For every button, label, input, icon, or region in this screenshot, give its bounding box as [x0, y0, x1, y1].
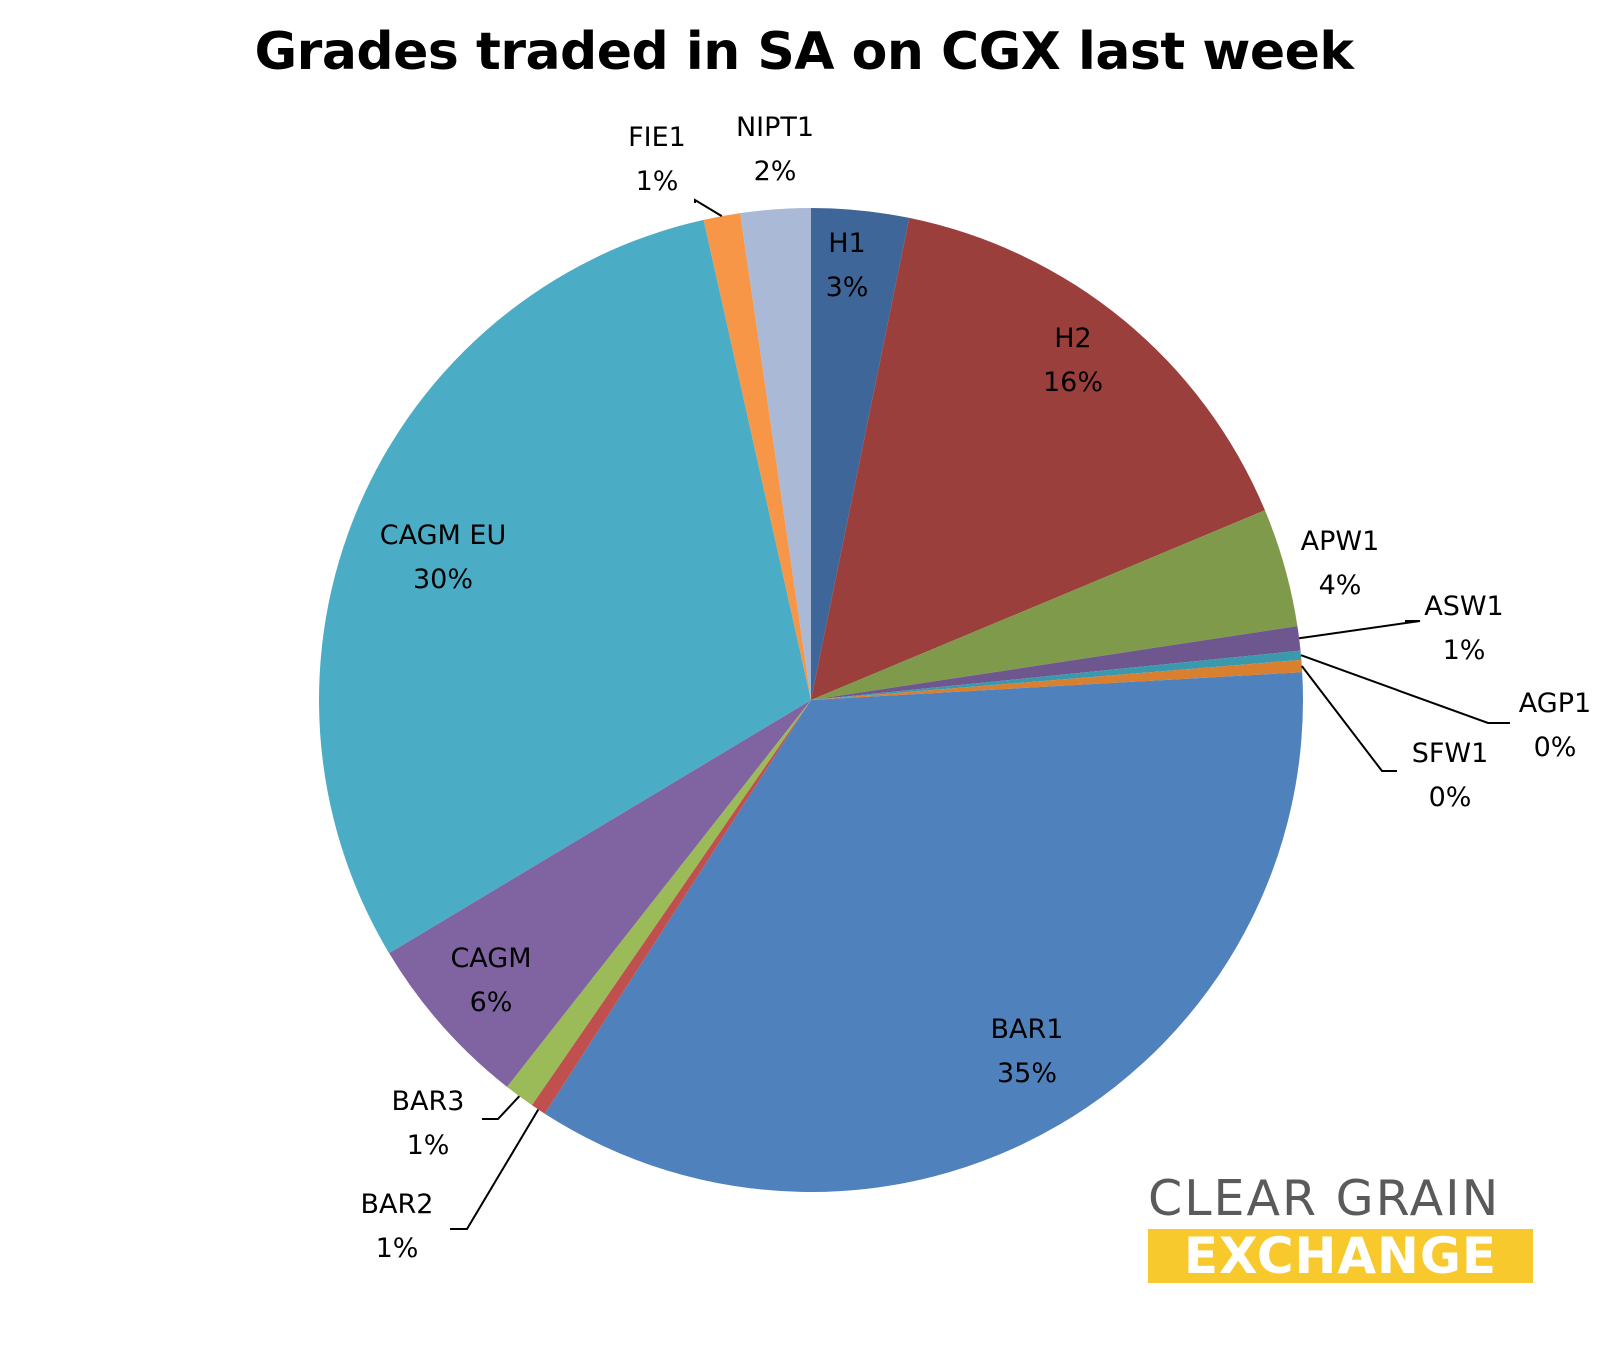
leader-line-fie1 [694, 198, 723, 217]
slice-label-h2: H2 16% [1043, 323, 1103, 398]
pie-slice-nipt1 [740, 208, 811, 700]
slice-label-name: AGP1 [1519, 688, 1591, 719]
logo-line-2: EXCHANGE [1148, 1229, 1533, 1283]
chart-title: Grades traded in SA on CGX last week [254, 22, 1354, 82]
slice-label-cagm-eu: CAGM EU 30% [380, 520, 506, 595]
pie-slice-cagm-eu [319, 219, 811, 954]
slice-label-name: APW1 [1301, 526, 1380, 557]
pie-slice-apw1 [811, 510, 1298, 700]
slice-label-name: CAGM [450, 943, 531, 974]
slice-label-percent: 0% [1534, 732, 1577, 763]
pie-slice-bar2 [531, 700, 811, 1114]
pie-slice-bar1 [544, 672, 1303, 1192]
slice-label-name: H1 [828, 228, 865, 259]
slice-label-name: BAR2 [361, 1189, 434, 1220]
slice-label-bar3: BAR3 1% [392, 1086, 465, 1161]
pie-slice-sfw1 [811, 659, 1303, 700]
slice-label-asw1: ASW1 1% [1424, 591, 1503, 666]
slice-label-cagm: CAGM 6% [450, 943, 531, 1018]
slice-label-name: BAR1 [991, 1014, 1064, 1045]
logo-line-1: CLEAR GRAIN [1148, 1170, 1501, 1227]
leader-lines [450, 198, 1510, 1230]
slice-label-percent: 16% [1043, 367, 1103, 398]
slice-label-percent: 1% [407, 1130, 450, 1161]
slice-label-name: CAGM EU [380, 520, 506, 551]
slice-label-agp1: AGP1 0% [1519, 688, 1591, 763]
slice-label-bar2: BAR2 1% [361, 1189, 434, 1264]
pie-slice-fie1 [703, 213, 811, 700]
slice-label-percent: 30% [413, 564, 473, 595]
slice-label-name: FIE1 [628, 122, 686, 153]
slice-label-apw1: APW1 4% [1301, 526, 1380, 601]
slice-label-name: NIPT1 [736, 112, 814, 143]
slice-labels: H1 3%H2 16%APW1 4%ASW1 1%AGP1 0%SFW1 0%BAR1 35%… [361, 112, 1592, 1264]
pie-slice-bar3 [507, 700, 811, 1106]
pie-slice-cagm [389, 700, 811, 1087]
pie-slice-h1 [811, 208, 910, 700]
slice-label-name: SFW1 [1412, 738, 1489, 769]
leader-line-bar3 [482, 1095, 521, 1120]
leader-line-agp1 [1300, 654, 1510, 724]
slice-label-percent: 35% [997, 1058, 1057, 1089]
leader-line-bar2 [450, 1108, 540, 1230]
leader-line-asw1 [1298, 620, 1421, 640]
slice-label-percent: 4% [1319, 570, 1362, 601]
clear-grain-exchange-logo: CLEAR GRAIN EXCHANGE [1148, 1173, 1533, 1283]
leader-line-sfw1 [1301, 665, 1397, 772]
slice-label-name: ASW1 [1424, 591, 1503, 622]
slice-label-fie1: FIE1 1% [628, 122, 686, 197]
slice-label-name: H2 [1054, 323, 1091, 354]
pie-slices [319, 208, 1303, 1192]
pie-slice-h2 [811, 217, 1265, 700]
slice-label-percent: 1% [1443, 635, 1486, 666]
slice-label-percent: 0% [1429, 782, 1472, 813]
slice-label-percent: 3% [826, 272, 869, 303]
slice-label-percent: 1% [376, 1233, 419, 1264]
slice-label-bar1: BAR1 35% [991, 1014, 1064, 1089]
slice-label-percent: 1% [636, 166, 679, 197]
pie-slice-agp1 [811, 650, 1302, 700]
slice-label-name: BAR3 [392, 1086, 465, 1117]
slice-label-percent: 6% [470, 987, 513, 1018]
slice-label-percent: 2% [754, 156, 797, 187]
slice-label-sfw1: SFW1 0% [1412, 738, 1489, 813]
slice-label-h1: H1 3% [826, 228, 869, 303]
pie-slice-asw1 [811, 626, 1301, 700]
slice-label-nipt1: NIPT1 2% [736, 112, 814, 187]
